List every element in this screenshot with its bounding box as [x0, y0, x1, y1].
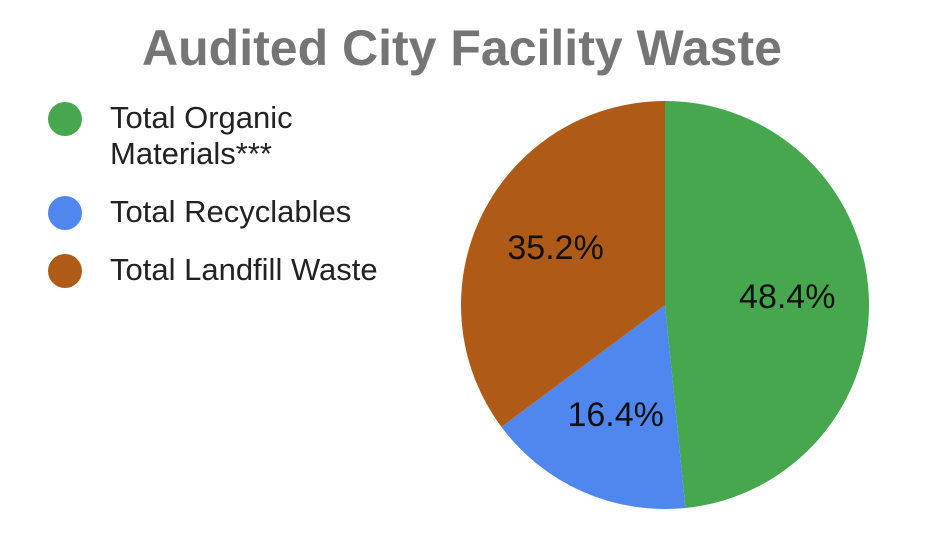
legend-swatch — [48, 196, 82, 230]
slice-label: 16.4% — [567, 396, 663, 434]
pie-slice — [461, 101, 665, 427]
legend-item: Total Recyclables — [48, 194, 440, 230]
slice-label: 35.2% — [507, 229, 603, 267]
pie-slice — [501, 305, 686, 509]
legend-label: Total Recyclables — [110, 194, 352, 229]
legend-label: Total Landfill Waste — [110, 252, 378, 287]
legend-swatch — [48, 254, 82, 288]
slice-label: 48.4% — [739, 278, 835, 316]
legend-label: Total Organic Materials*** — [110, 100, 293, 171]
legend-item: Total Landfill Waste — [48, 252, 440, 288]
pie-slice — [665, 101, 869, 508]
legend-item: Total Organic Materials*** — [48, 100, 440, 172]
legend-swatch — [48, 102, 82, 136]
chart-title: Audited City Facility Waste — [142, 20, 782, 76]
legend: Total Organic Materials*** Total Recyclab… — [48, 100, 440, 310]
